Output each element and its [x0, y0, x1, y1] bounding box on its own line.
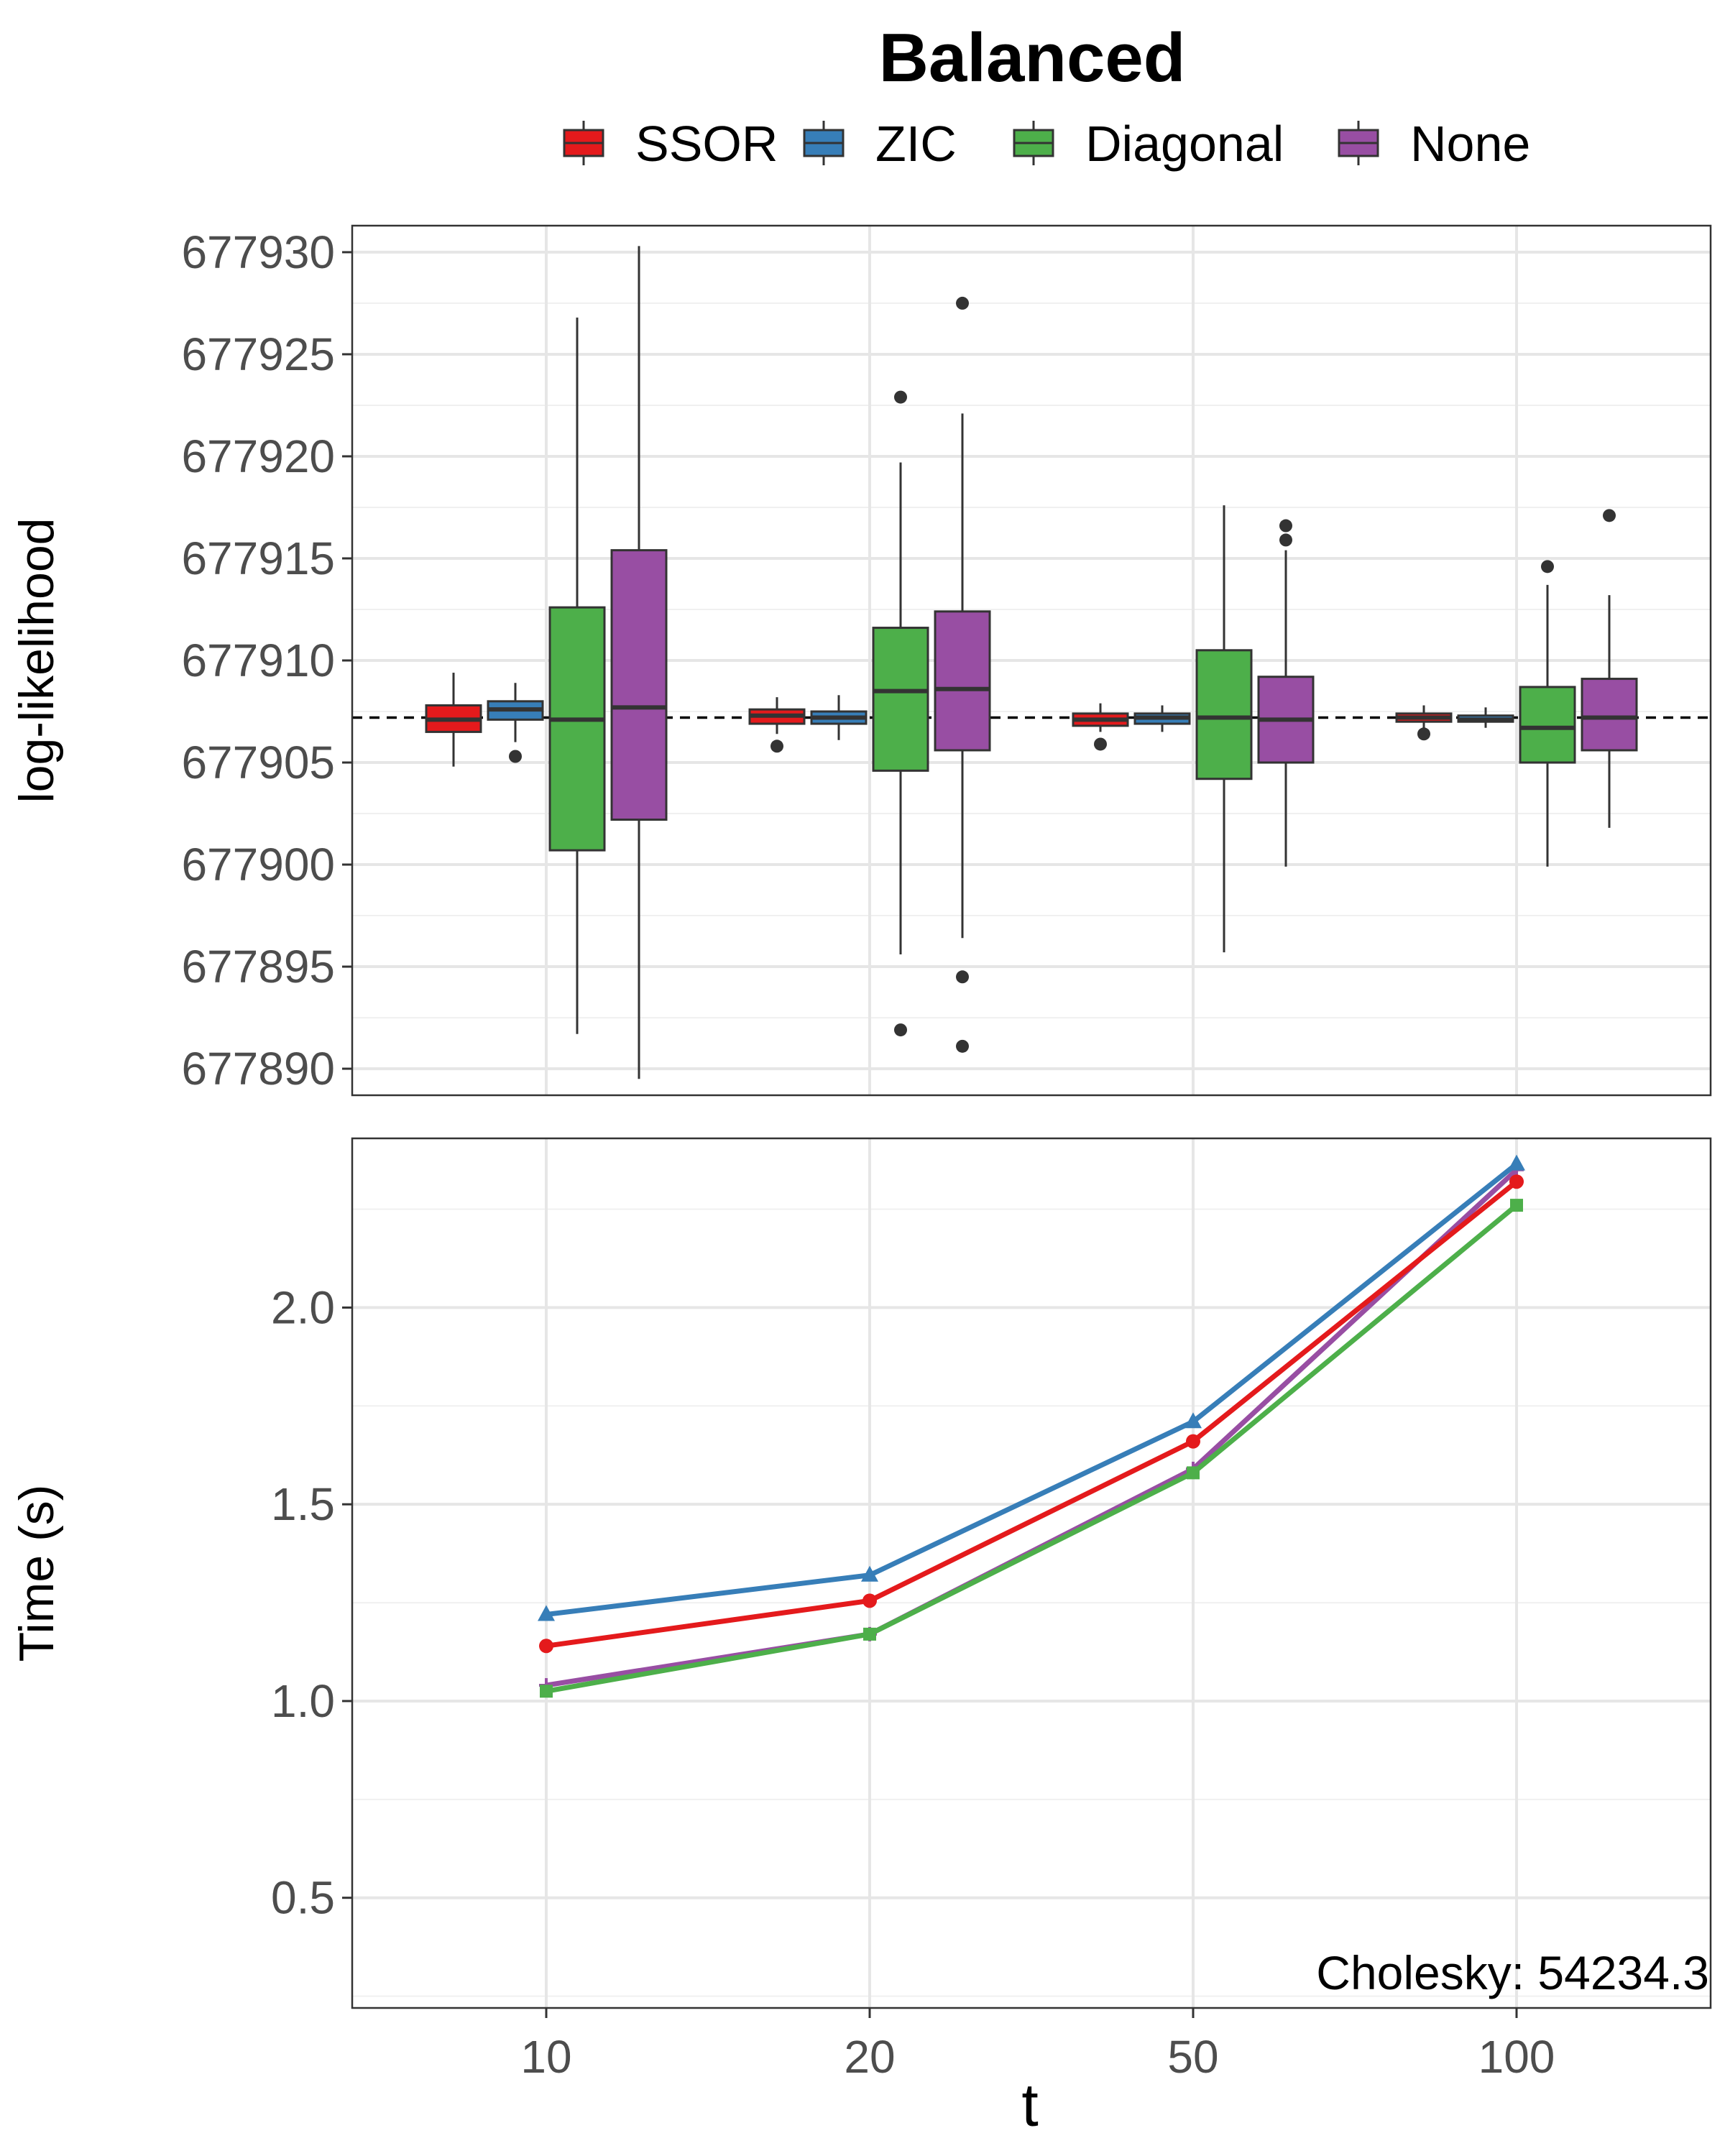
data-point	[1187, 1466, 1200, 1480]
loglik-panel: 677930 677925 677920 677915 677910 677905 6779…	[181, 224, 1712, 1097]
box-ssor-t10	[425, 673, 482, 767]
box-iqr	[1581, 678, 1638, 752]
y-tick-label: 677920	[181, 430, 335, 482]
box-none-t100	[1581, 509, 1638, 828]
data-point	[1510, 1199, 1523, 1212]
outlier-point	[1279, 533, 1292, 547]
box-iqr	[872, 627, 929, 772]
y-tick-label: 677900	[181, 839, 335, 890]
box-diagonal-t10	[548, 317, 606, 1034]
series-line	[546, 1179, 1519, 1649]
x-tick-label: 10	[520, 2031, 571, 2083]
x-axis-title: t	[1021, 2071, 1038, 2139]
legend-item-diagonal: Diagonal	[1013, 116, 1284, 172]
outlier-point	[1603, 509, 1616, 522]
box-iqr	[610, 549, 668, 821]
outlier-point	[509, 750, 522, 763]
y-tick-label: 1.0	[271, 1675, 335, 1727]
y-tick-label: 677915	[181, 533, 335, 584]
box-none-t10	[610, 246, 668, 1079]
x-axis: 10 20 50 100	[520, 2008, 1555, 2083]
y-tick-label: 0.5	[271, 1872, 335, 1924]
cholesky-annotation: Cholesky: 54234.3	[1316, 1946, 1709, 1999]
box-zic-t100	[1457, 707, 1514, 728]
data-point	[863, 1627, 876, 1641]
box-diagonal-t50	[1195, 505, 1253, 953]
x-tick-label: 100	[1478, 2031, 1555, 2083]
box-ssor-t50	[1072, 703, 1129, 751]
outlier-point	[1541, 560, 1554, 573]
data-point	[538, 1605, 555, 1621]
outlier-point	[894, 1023, 907, 1037]
data-point	[539, 1639, 553, 1654]
loglik-axis-title: log-likelihood	[9, 518, 64, 803]
outlier-point	[1279, 519, 1292, 533]
time-panel: 2.0 1.5 1.0 0.5 Cholesky: 54234.3	[271, 1137, 1712, 2009]
y-tick-label: 2.0	[271, 1281, 335, 1333]
box-iqr	[1519, 686, 1576, 764]
data-point	[1508, 1154, 1525, 1171]
time-panel-border	[351, 1137, 1712, 2009]
data-point	[861, 1565, 878, 1582]
box-zic-t50	[1133, 705, 1191, 732]
y-tick-label: 1.5	[271, 1478, 335, 1530]
legend-item-zic: ZIC	[803, 116, 957, 172]
legend-label: Diagonal	[1085, 116, 1284, 172]
box-iqr	[1195, 649, 1253, 780]
legend-item-none: None	[1338, 116, 1530, 172]
series-line	[546, 1161, 1519, 1617]
legend-item-ssor: SSOR	[563, 116, 778, 172]
outlier-point	[956, 970, 969, 984]
outlier-point	[1417, 727, 1430, 741]
outlier-point	[956, 296, 969, 310]
time-axis-title: Time (s)	[9, 1485, 64, 1662]
series-diagonal	[540, 1199, 1523, 1698]
box-none-t50	[1257, 519, 1315, 867]
box-zic-t10	[487, 683, 544, 763]
box-zic-t20	[810, 695, 868, 740]
y-tick-label: 677925	[181, 328, 335, 380]
data-point	[862, 1593, 877, 1608]
data-point	[1184, 1412, 1202, 1429]
outlier-point	[956, 1039, 969, 1053]
data-point	[1186, 1434, 1200, 1449]
y-tick-label: 677890	[181, 1043, 335, 1095]
x-tick-label: 50	[1167, 2031, 1218, 2083]
legend-label: SSOR	[635, 116, 778, 172]
box-iqr	[548, 606, 606, 852]
box-diagonal-t20	[872, 390, 929, 1037]
legend-label: None	[1410, 116, 1530, 172]
data-point	[540, 1685, 553, 1698]
x-tick-label: 20	[844, 2031, 895, 2083]
series-line	[546, 1203, 1519, 1694]
series-zic	[538, 1154, 1525, 1621]
outlier-point	[1094, 737, 1107, 751]
box-diagonal-t100	[1519, 560, 1576, 867]
y-tick-label: 677930	[181, 226, 335, 278]
legend: SSOR ZIC Diagonal None	[563, 116, 1530, 172]
y-tick-label: 677910	[181, 635, 335, 686]
chart-title: Balanced	[879, 19, 1186, 96]
time-panel-background	[352, 1138, 1711, 2008]
outlier-point	[770, 740, 783, 753]
y-tick-label: 677905	[181, 737, 335, 788]
outlier-point	[894, 390, 907, 404]
data-point	[1509, 1174, 1524, 1189]
series-ssor	[539, 1174, 1524, 1654]
box-iqr	[934, 610, 991, 752]
legend-label: ZIC	[875, 116, 957, 172]
box-ssor-t20	[748, 697, 806, 753]
y-tick-label: 677895	[181, 941, 335, 992]
box-none-t20	[934, 296, 991, 1053]
box-ssor-t100	[1395, 705, 1453, 741]
